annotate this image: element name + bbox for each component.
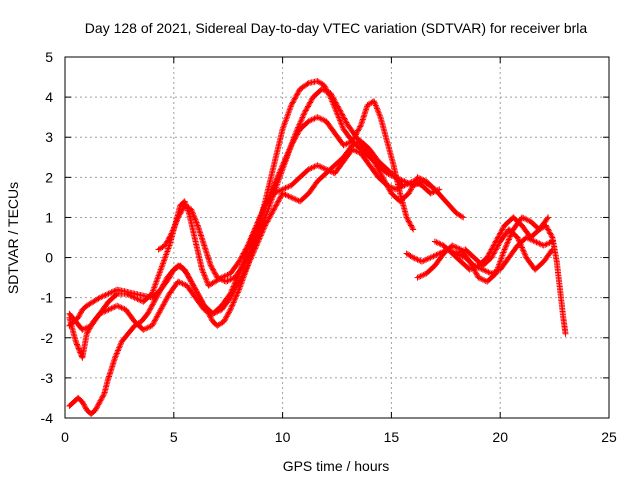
- data-point-markers: [414, 214, 552, 285]
- y-tick-label: -4: [41, 410, 54, 426]
- x-tick-label: 25: [601, 429, 617, 445]
- data-point-markers: [431, 214, 569, 337]
- y-tick-label: 3: [45, 129, 53, 145]
- y-tick-label: -3: [41, 370, 54, 386]
- y-tick-label: 1: [45, 209, 53, 225]
- series-track-9: [453, 226, 556, 273]
- y-tick-label: 2: [45, 169, 53, 185]
- x-tick-label: 10: [275, 429, 291, 445]
- y-tick-labels: -4 -3 -2 -1 0 1 2 3 4 5: [41, 49, 54, 426]
- x-axis-label: GPS time / hours: [283, 458, 390, 474]
- data-point-markers: [453, 226, 556, 273]
- series-track-5: [155, 86, 438, 285]
- axis-ticks: [64, 56, 610, 419]
- x-tick-label: 0: [61, 429, 69, 445]
- chart-title: Day 128 of 2021, Sidereal Day-to-day VTE…: [85, 20, 588, 36]
- y-tick-label: 5: [45, 49, 53, 65]
- y-tick-label: -2: [41, 330, 54, 346]
- series-track-7: [414, 214, 552, 285]
- data-points: [66, 78, 569, 417]
- plot-frame: [64, 56, 610, 419]
- x-tick-labels: 0 5 10 15 20 25: [61, 429, 617, 445]
- x-tick-label: 20: [492, 429, 508, 445]
- y-axis-label: SDTVAR / TECUs: [5, 182, 21, 294]
- x-tick-label: 15: [384, 429, 400, 445]
- y-tick-label: 4: [45, 89, 53, 105]
- data-point-markers: [155, 86, 438, 285]
- x-tick-label: 5: [170, 429, 178, 445]
- y-tick-label: -1: [41, 290, 54, 306]
- series-track-8: [431, 214, 569, 337]
- y-tick-label: 0: [45, 250, 53, 266]
